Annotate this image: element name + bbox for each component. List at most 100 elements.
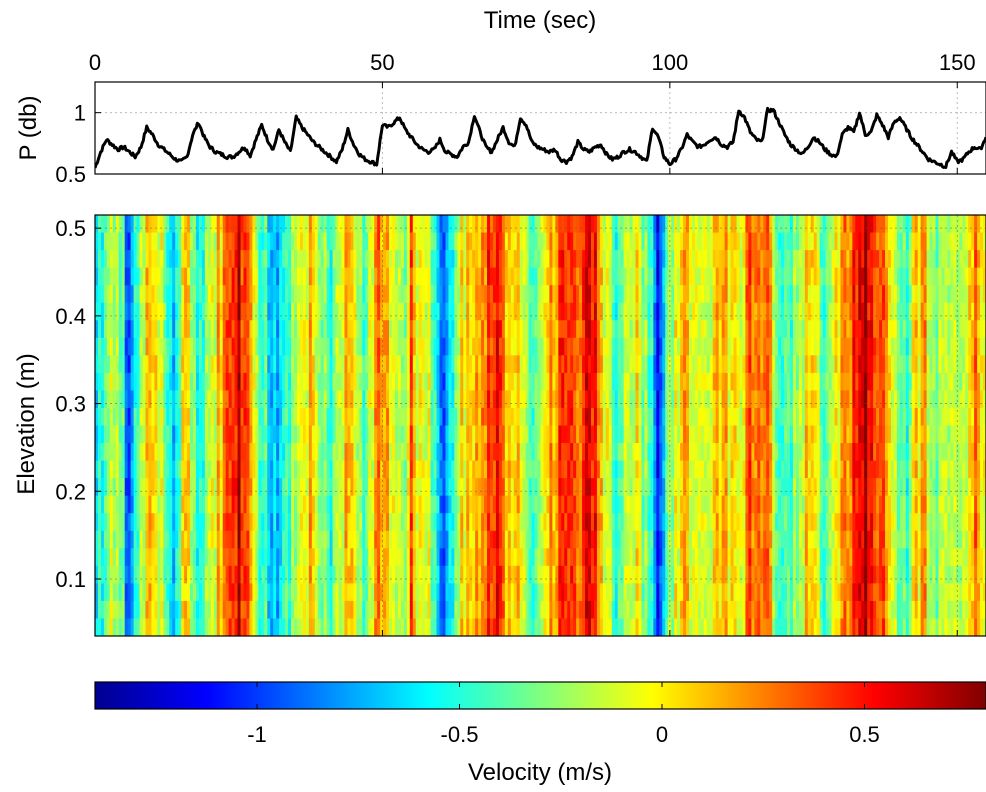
heatmap-cell: [258, 583, 262, 602]
heatmap-cell: [525, 285, 530, 304]
heatmap-cell: [353, 407, 357, 427]
heatmap-cell: [234, 530, 239, 549]
heatmap-cell: [626, 232, 631, 251]
heatmap-cell: [635, 513, 640, 532]
heatmap-cell: [368, 425, 372, 444]
heatmap-cell: [145, 337, 150, 356]
heatmap-cell: [522, 320, 527, 339]
heatmap-cell: [127, 478, 132, 497]
heatmap-cell: [451, 478, 455, 497]
heatmap-cell: [451, 267, 455, 286]
heatmap-cell: [513, 215, 518, 234]
heatmap-cell: [219, 495, 224, 514]
heatmap-cell: [439, 548, 444, 567]
heatmap-cell: [130, 337, 135, 356]
heatmap-cell: [457, 478, 461, 497]
heatmap-cell: [97, 618, 102, 636]
heatmap-cell: [335, 425, 340, 444]
heatmap-cell: [700, 443, 705, 462]
heatmap-cell: [187, 565, 191, 584]
heatmap-cell: [344, 460, 349, 479]
heatmap-cell: [175, 285, 179, 304]
heatmap-cell: [540, 250, 545, 269]
heatmap-cell: [611, 425, 616, 444]
heatmap-cell: [516, 337, 521, 356]
heatmap-cell: [665, 495, 669, 514]
heatmap-cell: [261, 460, 265, 479]
heatmap-cell: [377, 337, 381, 356]
heatmap-cell: [115, 548, 120, 567]
heatmap-cell: [475, 443, 479, 462]
heatmap-cell: [697, 513, 702, 532]
heatmap-cell: [492, 425, 497, 444]
heatmap-cell: [394, 250, 399, 269]
heatmap-cell: [463, 232, 467, 251]
heatmap-cell: [442, 285, 447, 304]
heatmap-cell: [267, 285, 271, 304]
heatmap-cell: [255, 302, 259, 321]
heatmap-cell: [279, 337, 283, 356]
heatmap-cell: [689, 513, 693, 532]
heatmap-cell: [694, 355, 699, 374]
heatmap-cell: [383, 600, 387, 620]
heatmap-cell: [668, 460, 672, 479]
heatmap-cell: [148, 267, 153, 286]
heatmap-cell: [261, 302, 265, 321]
heatmap-cell: [255, 583, 259, 602]
heatmap-cell: [264, 390, 268, 409]
heatmap-cell: [237, 548, 242, 567]
heatmap-cell: [525, 320, 530, 339]
heatmap-cell: [368, 390, 372, 409]
heatmap-cell: [671, 267, 675, 286]
heatmap-cell: [448, 215, 452, 234]
heatmap-cell: [184, 267, 188, 286]
heatmap-cell: [243, 513, 248, 532]
heatmap-cell: [380, 618, 384, 636]
heatmap-cell: [323, 583, 328, 602]
heatmap-cell: [308, 285, 313, 304]
heatmap-cell: [608, 250, 613, 269]
heatmap-cell: [697, 267, 702, 286]
heatmap-cell: [317, 513, 322, 532]
heatmap-cell: [362, 513, 366, 532]
heatmap-cell: [341, 513, 346, 532]
heatmap-cell: [386, 250, 390, 269]
heatmap-cell: [279, 425, 283, 444]
heatmap-cell: [659, 513, 663, 532]
heatmap-cell: [555, 583, 559, 602]
heatmap-cell: [525, 337, 530, 356]
heatmap-cell: [439, 250, 444, 269]
heatmap-cell: [694, 583, 699, 602]
heatmap-cell: [207, 513, 212, 532]
heatmap-cell: [124, 320, 129, 339]
heatmap-cell: [700, 460, 705, 479]
heatmap-cell: [531, 250, 536, 269]
heatmap-cell: [686, 565, 690, 584]
heatmap-cell: [136, 215, 141, 234]
heatmap-cell: [487, 407, 491, 427]
heatmap-cell: [436, 600, 441, 620]
heatmap-cell: [95, 302, 99, 321]
heatmap-cell: [326, 460, 331, 479]
heatmap-cell: [228, 460, 233, 479]
heatmap-cell: [507, 460, 512, 479]
heatmap-cell: [112, 460, 117, 479]
heatmap-cell: [472, 215, 476, 234]
heatmap-cell: [136, 355, 141, 374]
heatmap-cell: [293, 320, 298, 339]
heatmap-cell: [466, 232, 470, 251]
heatmap-cell: [231, 530, 236, 549]
heatmap-cell: [689, 355, 693, 374]
heatmap-cell: [469, 600, 473, 620]
heatmap-cell: [614, 302, 619, 321]
heatmap-cell: [288, 583, 292, 602]
heatmap-cell: [522, 285, 527, 304]
heatmap-cell: [166, 443, 170, 462]
top-x-axis-label: Time (sec): [484, 7, 596, 34]
heatmap-cell: [154, 250, 158, 269]
heatmap-cell: [249, 565, 254, 584]
heatmap-cell: [656, 583, 660, 602]
heatmap-cell: [525, 600, 530, 620]
heatmap-cell: [442, 425, 447, 444]
heatmap-cell: [561, 460, 565, 479]
